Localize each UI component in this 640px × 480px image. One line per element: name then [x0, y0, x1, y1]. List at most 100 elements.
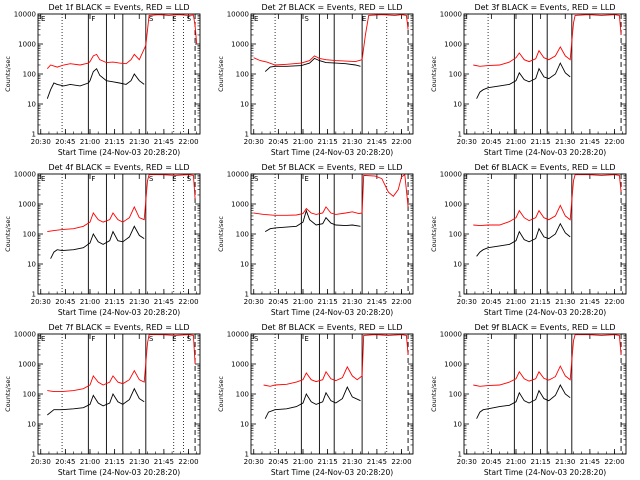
x-axis-label: Start Time (24-Nov-03 20:28:20) [484, 308, 606, 317]
edge-label: S [254, 175, 259, 183]
edge-label: E [172, 15, 176, 23]
x-tick-label: 21:30 [342, 298, 362, 306]
edge-label: S [149, 175, 154, 183]
x-tick-label: 21:15 [105, 298, 125, 306]
y-tick-label: 1000 [231, 361, 249, 369]
x-tick-label: 21:30 [342, 138, 362, 146]
lld-series-line [47, 334, 196, 393]
plot-frame [250, 333, 414, 455]
events-series-line [476, 384, 571, 419]
x-tick-label: 20:30 [31, 458, 51, 466]
edge-label: E [254, 15, 258, 23]
edge-label: F [91, 15, 95, 23]
plot-frame [463, 13, 627, 135]
x-tick-label: 22:00 [391, 138, 411, 146]
events-series-line [264, 209, 361, 232]
events-series-line [264, 57, 361, 72]
x-tick-label: 20:30 [244, 138, 264, 146]
y-tick-label: 1 [458, 131, 462, 139]
chart-svg: Det 1f BLACK = Events, RED = LLD Counts/s… [4, 3, 201, 157]
y-tick-label: 10 [240, 261, 249, 269]
chart-title: Det 1f BLACK = Events, RED = LLD [48, 3, 189, 12]
edge-label: E [41, 15, 45, 23]
edge-label: S [149, 15, 154, 23]
edge-label: E [304, 335, 308, 343]
x-tick-label: 21:30 [342, 458, 362, 466]
edge-label: E [362, 15, 366, 23]
y-tick-label: 10 [453, 261, 462, 269]
y-axis-label: Counts/sec [430, 216, 438, 252]
detector-panel-8: Det 8f BLACK = Events, RED = LLD Counts/s… [213, 320, 426, 480]
edge-label: S [187, 335, 192, 343]
x-tick-label: 20:45 [268, 458, 288, 466]
events-series-line [476, 62, 571, 99]
chart-svg: Det 2f BLACK = Events, RED = LLD Counts/s… [217, 3, 414, 157]
x-tick-label: 21:15 [105, 458, 125, 466]
x-tick-label: 22:00 [604, 138, 624, 146]
x-tick-label: 20:45 [268, 138, 288, 146]
x-tick-label: 20:45 [481, 298, 501, 306]
edge-label: E [41, 175, 45, 183]
y-tick-label: 100 [236, 231, 249, 239]
chart-title: Det 8f BLACK = Events, RED = LLD [261, 323, 402, 332]
x-tick-label: 20:30 [31, 138, 51, 146]
x-tick-label: 21:45 [367, 298, 387, 306]
x-tick-label: 21:15 [531, 138, 551, 146]
y-tick-label: 100 [236, 71, 249, 79]
x-axis-label: Start Time (24-Nov-03 20:28:20) [484, 468, 606, 477]
x-axis-label: Start Time (24-Nov-03 20:28:20) [271, 148, 393, 157]
edge-label: S [187, 15, 192, 23]
edge-label: S [254, 335, 259, 343]
detector-panel-2: Det 2f BLACK = Events, RED = LLD Counts/s… [213, 0, 426, 160]
x-tick-label: 22:00 [178, 138, 198, 146]
x-tick-label: 21:45 [154, 298, 174, 306]
y-tick-label: 100 [23, 231, 36, 239]
y-axis-label: Counts/sec [430, 56, 438, 92]
chart-svg: Det 3f BLACK = Events, RED = LLD Counts/s… [430, 3, 627, 157]
y-tick-label: 10 [27, 101, 36, 109]
x-tick-label: 21:00 [80, 138, 100, 146]
y-axis-label: Counts/sec [217, 216, 225, 252]
chart-title: Det 5f BLACK = Events, RED = LLD [261, 163, 402, 172]
y-tick-label: 10000 [14, 331, 36, 339]
y-tick-label: 1000 [18, 361, 36, 369]
y-tick-label: 100 [236, 391, 249, 399]
lld-series-line [47, 174, 196, 233]
events-series-line [47, 387, 145, 416]
plot-frame [250, 173, 414, 295]
x-tick-label: 20:30 [457, 298, 477, 306]
chart-svg: Det 9f BLACK = Events, RED = LLD Counts/s… [430, 323, 627, 477]
y-tick-label: 1 [458, 291, 462, 299]
y-tick-label: 10000 [14, 171, 36, 179]
x-tick-label: 22:00 [604, 298, 624, 306]
x-tick-label: 21:45 [154, 138, 174, 146]
x-tick-label: 21:30 [555, 298, 575, 306]
x-tick-label: 21:45 [580, 138, 600, 146]
detector-panel-3: Det 3f BLACK = Events, RED = LLD Counts/s… [426, 0, 639, 160]
y-tick-label: 1000 [444, 41, 462, 49]
x-tick-label: 21:30 [129, 458, 149, 466]
x-tick-label: 21:15 [318, 138, 338, 146]
x-axis-label: Start Time (24-Nov-03 20:28:20) [484, 148, 606, 157]
x-tick-label: 20:45 [55, 298, 75, 306]
x-tick-label: 20:45 [268, 298, 288, 306]
y-tick-label: 10 [27, 421, 36, 429]
x-tick-label: 21:15 [318, 458, 338, 466]
x-tick-label: 22:00 [178, 298, 198, 306]
chart-svg: Det 7f BLACK = Events, RED = LLD Counts/s… [4, 323, 201, 477]
edge-label: F [91, 175, 95, 183]
plot-frame [37, 173, 201, 295]
plot-frame [463, 173, 627, 295]
x-tick-label: 21:15 [318, 298, 338, 306]
x-tick-label: 21:30 [555, 458, 575, 466]
y-tick-label: 100 [23, 71, 36, 79]
x-tick-label: 21:00 [506, 138, 526, 146]
edge-label: E [172, 175, 176, 183]
lld-series-line [253, 173, 409, 216]
events-series-line [46, 67, 145, 99]
plot-frame [37, 333, 201, 455]
detector-panel-9: Det 9f BLACK = Events, RED = LLD Counts/s… [426, 320, 639, 480]
x-tick-label: 21:00 [80, 458, 100, 466]
y-tick-label: 10 [240, 101, 249, 109]
y-axis-label: Counts/sec [217, 56, 225, 92]
